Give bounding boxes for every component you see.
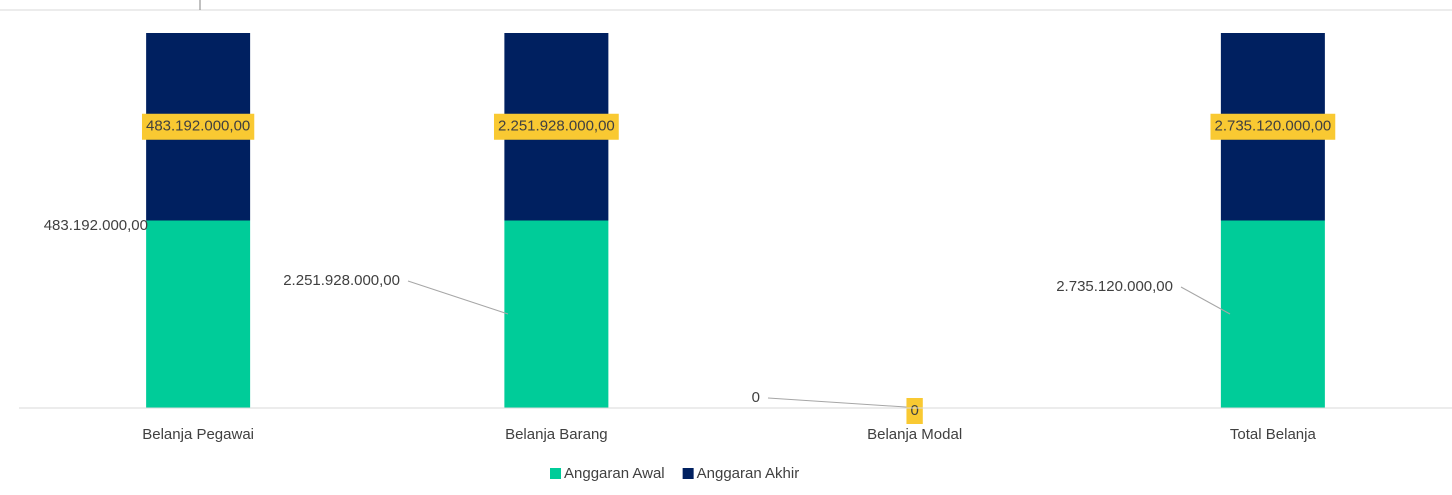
x-tick-label: Belanja Modal (867, 426, 962, 443)
leader-line (1180, 286, 1231, 315)
data-label: 483.192.000,00 (44, 217, 148, 234)
data-label: 483.192.000,00 (146, 118, 250, 135)
data-label: 2.251.928.000,00 (283, 272, 400, 289)
data-label: 2.735.120.000,00 (1214, 118, 1331, 135)
leader-line (767, 397, 922, 409)
legend-swatch (682, 468, 694, 479)
data-label: 0 (910, 402, 918, 419)
label-bg (906, 398, 923, 424)
bar-segment (504, 220, 609, 408)
x-tick-label: Belanja Pegawai (142, 426, 254, 443)
x-tick-label: Belanja Barang (505, 426, 608, 443)
data-label: 2.251.928.000,00 (498, 118, 615, 135)
legend-swatch (550, 468, 561, 479)
legend-label: Anggaran Awal (564, 465, 665, 482)
label-bg (493, 113, 619, 140)
label-bg (1210, 113, 1336, 140)
data-label-group: 0 (906, 398, 923, 424)
data-label-group: 483.192.000,00 (141, 113, 255, 140)
data-label: 2.735.120.000,00 (1056, 278, 1173, 295)
label-bg (141, 113, 255, 140)
legend-label: Anggaran Akhir (697, 465, 800, 482)
data-label-group: 2.251.928.000,00 (493, 113, 619, 140)
data-label-group: 2.735.120.000,00 (1210, 113, 1336, 140)
data-label: 0 (752, 389, 760, 406)
leader-line (407, 280, 509, 315)
bar-segment (146, 220, 251, 408)
bar-segment (1220, 220, 1325, 408)
x-tick-label: Total Belanja (1230, 426, 1317, 443)
